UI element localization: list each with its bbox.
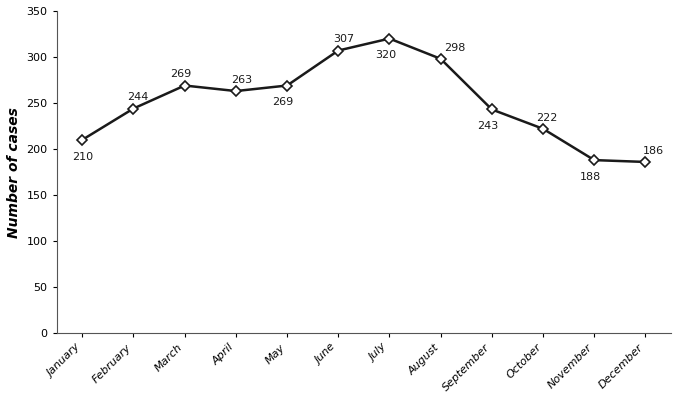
Y-axis label: Number of cases: Number of cases — [7, 107, 21, 238]
Text: 298: 298 — [444, 43, 465, 53]
Text: 244: 244 — [127, 92, 148, 102]
Text: 307: 307 — [334, 34, 355, 44]
Text: 243: 243 — [477, 121, 498, 131]
Text: 186: 186 — [643, 146, 664, 156]
Text: 320: 320 — [375, 50, 396, 60]
Text: 210: 210 — [72, 152, 93, 162]
Text: 263: 263 — [231, 75, 252, 85]
Text: 188: 188 — [580, 172, 601, 182]
Text: 269: 269 — [273, 97, 294, 107]
Text: 222: 222 — [536, 113, 558, 123]
Text: 269: 269 — [170, 70, 191, 80]
